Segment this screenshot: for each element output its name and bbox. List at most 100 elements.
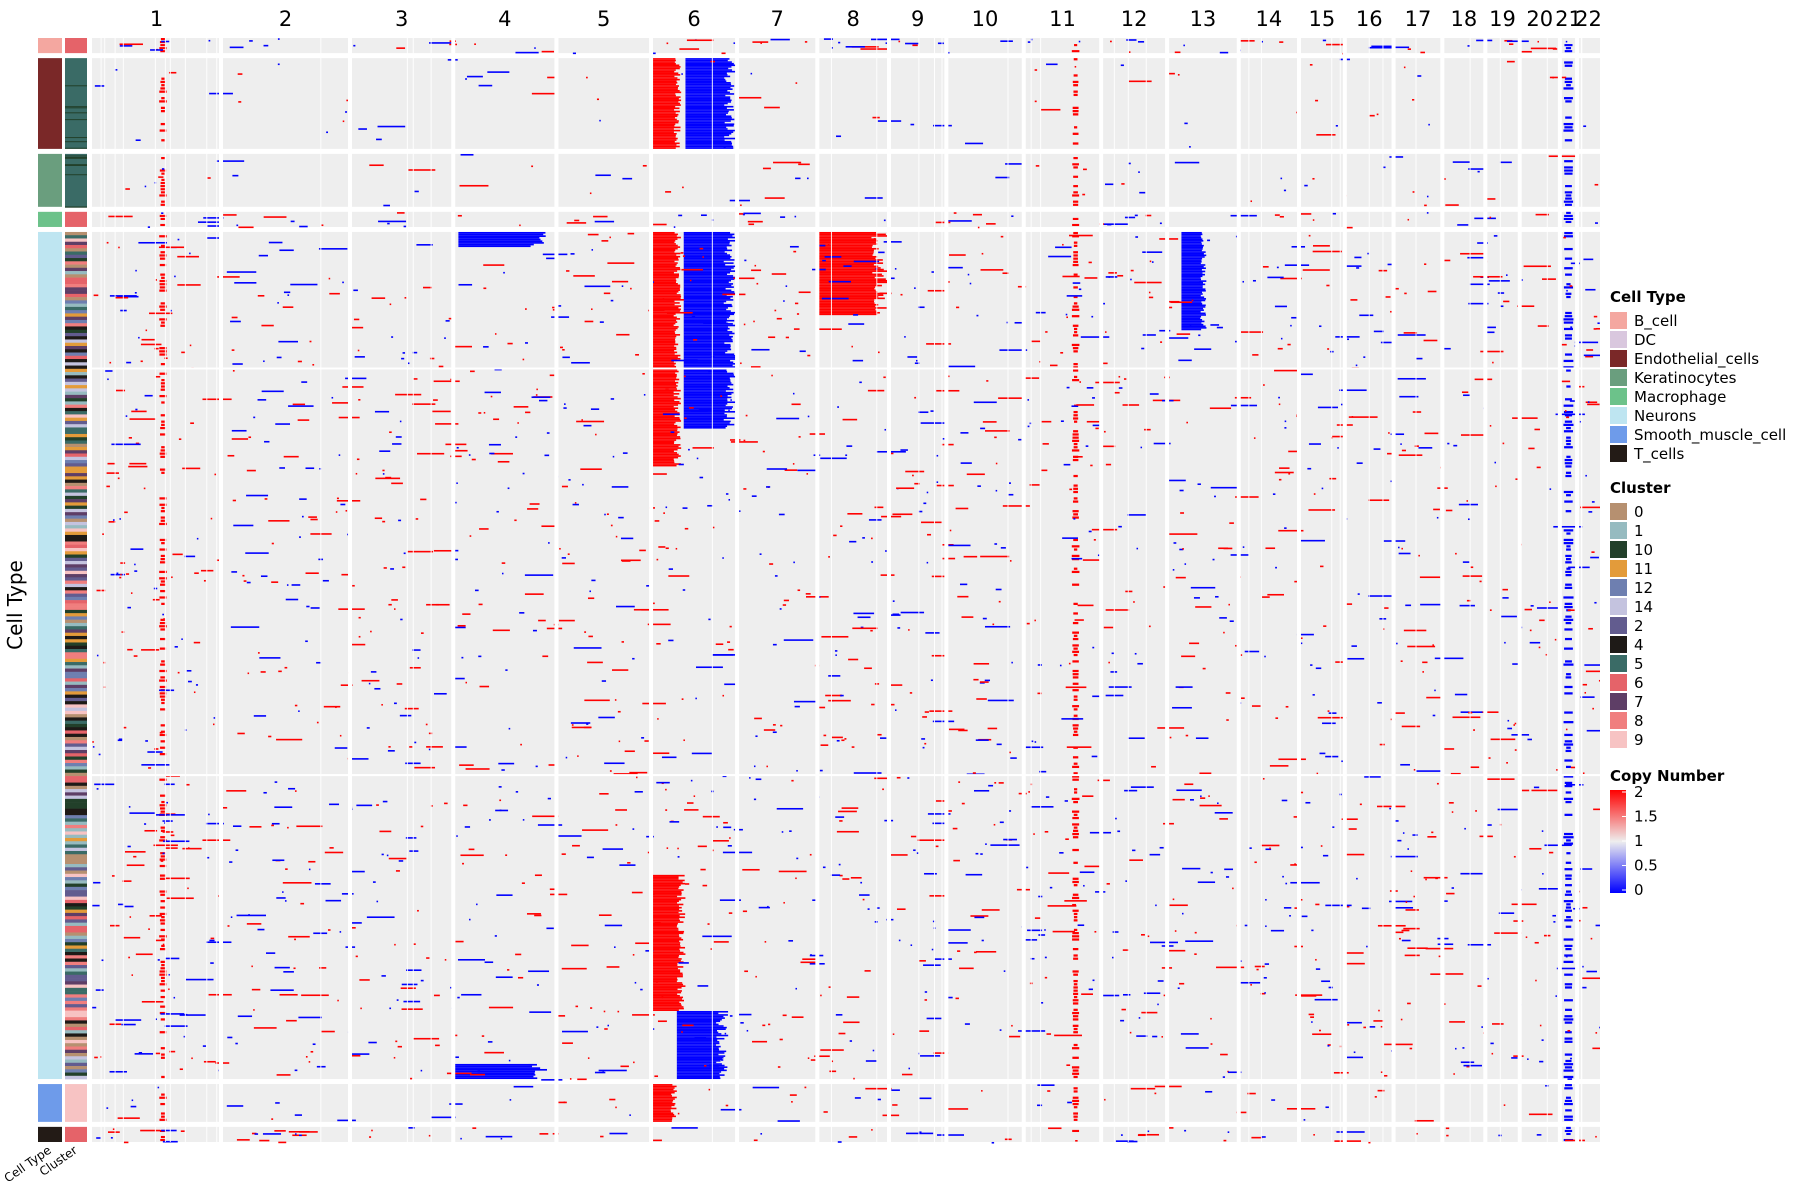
cnv-noise-segment	[1148, 625, 1151, 628]
heatmap-cell-block	[1519, 231, 1560, 1080]
cnv-noise-segment	[415, 518, 419, 520]
cluster-annotation-stripe	[65, 1023, 87, 1028]
cnv-noise-segment	[588, 635, 593, 638]
cnv-noise-segment	[840, 694, 842, 697]
cnv-noise-segment	[274, 966, 290, 969]
segment-boundary	[1030, 38, 1032, 1142]
cnv-event-segment	[159, 874, 166, 877]
cnv-event-segment	[1073, 417, 1079, 420]
cnv-event-segment	[1181, 236, 1202, 239]
cnv-event-segment	[159, 47, 167, 50]
cnv-event-segment	[1565, 884, 1572, 887]
cluster-annotation-stripe	[65, 157, 87, 159]
cnv-noise-segment	[1181, 655, 1196, 658]
cnv-event-segment	[160, 855, 166, 858]
cnv-event-segment	[683, 303, 732, 306]
segment-boundary	[1368, 38, 1370, 1142]
cnv-noise-segment	[853, 612, 875, 615]
segment-boundary	[114, 38, 116, 1142]
cnv-noise-segment	[825, 694, 842, 697]
cnv-event-segment	[1073, 90, 1078, 93]
cnv-noise-segment	[1312, 219, 1315, 221]
cnv-noise-segment	[296, 825, 323, 828]
legend-swatch	[1610, 445, 1627, 462]
cnv-noise-segment	[554, 1015, 566, 1017]
cnv-noise-segment	[284, 900, 287, 902]
cluster-annotation-stripe	[65, 772, 87, 777]
heatmap-cell-block	[1238, 231, 1299, 1080]
cnv-event-segment	[651, 254, 677, 256]
cnv-event-segment	[1073, 919, 1078, 922]
cnv-event-segment	[1565, 439, 1572, 442]
cnv-event-segment	[817, 262, 884, 264]
cnv-noise-segment	[203, 217, 224, 219]
heatmap-cell-block	[221, 1084, 351, 1122]
cnv-event-segment	[1565, 194, 1572, 197]
cnv-noise-segment	[1537, 325, 1549, 327]
cnv-noise-segment	[776, 417, 800, 420]
cnv-noise-segment	[322, 579, 329, 582]
cnv-event-segment	[1072, 1011, 1080, 1015]
cnv-noise-segment	[1401, 929, 1410, 932]
cnv-noise-segment	[964, 1023, 970, 1025]
cluster-annotation-stripe	[65, 362, 87, 366]
cnv-noise-segment	[1232, 887, 1234, 890]
cnv-event-segment	[651, 251, 675, 253]
cnv-event-segment	[1564, 628, 1573, 631]
cnv-noise-segment	[1325, 1106, 1329, 1109]
cnv-noise-segment	[1076, 404, 1095, 406]
cnv-noise-segment	[1491, 1023, 1504, 1025]
cnv-noise-segment	[206, 941, 232, 944]
cnv-noise-segment	[184, 555, 196, 558]
cnv-noise-segment	[817, 328, 842, 330]
cnv-noise-segment	[587, 661, 603, 664]
cnv-event-segment	[1181, 315, 1202, 318]
cluster-annotation-stripe	[65, 1010, 87, 1015]
cnv-event-segment	[1073, 957, 1079, 960]
cnv-noise-segment	[1120, 1134, 1123, 1136]
chromosome-separator	[944, 38, 949, 1142]
cnv-event-segment	[1073, 58, 1078, 61]
heatmap-cell-block	[1101, 1126, 1168, 1142]
cnv-noise-segment	[1500, 305, 1504, 308]
cnv-event-segment	[683, 311, 736, 314]
cnv-noise-segment	[1511, 1057, 1518, 1059]
heatmap-cell-block	[1485, 1084, 1520, 1122]
cluster-annotation-stripe	[65, 460, 87, 464]
cnv-noise-segment	[853, 260, 880, 263]
cnv-event-segment	[683, 361, 734, 364]
cnv-noise-segment	[904, 336, 906, 338]
cnv-event-segment	[159, 289, 167, 292]
cnv-noise-segment	[494, 935, 497, 937]
cnv-event-segment	[651, 362, 676, 365]
cnv-event-segment	[161, 800, 165, 804]
cnv-noise-segment	[1391, 712, 1405, 714]
cnv-event-segment	[683, 315, 731, 317]
cnv-noise-segment	[203, 1060, 216, 1063]
cnv-noise-segment	[1037, 664, 1042, 666]
cnv-event-segment	[161, 139, 165, 142]
cnv-noise-segment	[248, 436, 252, 439]
cnv-noise-segment	[1327, 1044, 1330, 1047]
cnv-event-segment	[1564, 1015, 1573, 1018]
segment-boundary	[1546, 38, 1548, 1142]
cnv-noise-segment	[129, 462, 147, 465]
cnv-event-segment	[651, 948, 680, 951]
cnv-noise-segment	[1210, 1043, 1213, 1045]
cnv-noise-segment	[1396, 642, 1398, 645]
cnv-event-segment	[651, 134, 676, 137]
cnv-noise-segment	[1071, 557, 1083, 560]
cnv-noise-segment	[1591, 551, 1595, 553]
cnv-noise-segment	[461, 993, 482, 996]
cluster-annotation-stripe	[65, 684, 87, 689]
cnv-event-segment	[1566, 426, 1571, 430]
cluster-annotation-stripe	[65, 319, 87, 324]
cnv-event-segment	[651, 986, 682, 989]
cnv-noise-segment	[1039, 360, 1041, 363]
cnv-noise-segment	[1135, 236, 1139, 238]
cnv-noise-segment	[680, 252, 684, 254]
cnv-event-segment	[1564, 50, 1573, 53]
cnv-noise-segment	[918, 960, 926, 962]
cnv-event-segment	[817, 236, 872, 239]
cnv-noise-segment	[374, 517, 383, 520]
